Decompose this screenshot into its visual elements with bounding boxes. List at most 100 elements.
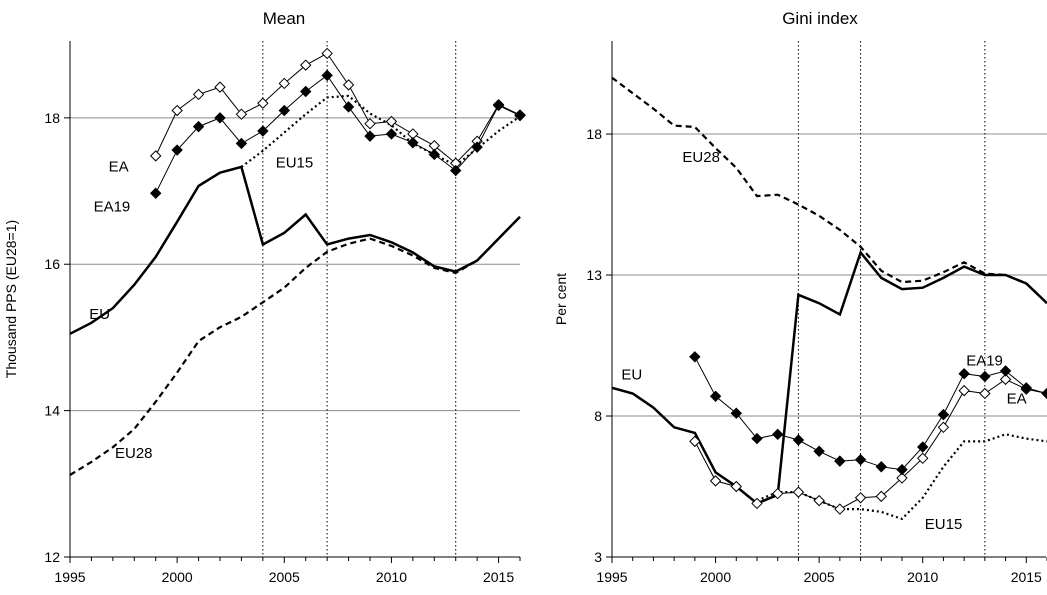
x-tick-label: 2000 <box>162 569 193 585</box>
x-tick-label: 2005 <box>804 569 835 585</box>
data-point-ea19 <box>492 99 505 112</box>
series-line-eu28 <box>69 215 521 476</box>
data-point-ea19 <box>875 461 887 473</box>
data-point-ea <box>751 497 763 510</box>
data-point-ea19 <box>854 454 867 466</box>
x-tick-label: 2015 <box>1011 569 1042 585</box>
data-point-ea <box>257 97 269 109</box>
chart-panel-1: 12 14 16 18 1995 2000 2005 2010 2015 Mean Thousand… <box>3 9 526 585</box>
data-point-ea19 <box>407 137 419 149</box>
data-point-ea19 <box>751 432 763 445</box>
series-label-eu15: EU15 <box>925 516 963 533</box>
data-point-ea <box>235 108 248 120</box>
x-tick-label: 1995 <box>54 569 85 585</box>
series-line-eu28 <box>611 76 1047 304</box>
data-point-ea19 <box>730 407 742 419</box>
series-line-ea <box>694 378 1047 510</box>
data-point-ea19 <box>192 120 205 133</box>
data-point-ea <box>150 150 162 162</box>
x-tick-label: 2010 <box>907 569 938 585</box>
data-point-ea19 <box>514 109 526 122</box>
data-point-ea19 <box>917 441 929 453</box>
series-line-eu <box>611 249 1047 505</box>
data-point-ea <box>278 77 290 90</box>
data-point-ea <box>364 117 376 130</box>
data-point-ea <box>854 492 867 504</box>
data-point-ea <box>730 480 742 493</box>
y-tick-label: 8 <box>594 408 602 424</box>
x-tick-label: 2015 <box>483 569 514 585</box>
data-point-ea <box>979 387 991 400</box>
data-point-ea19 <box>385 128 398 140</box>
x-tick-label: 2010 <box>376 569 407 585</box>
data-point-ea <box>385 115 398 128</box>
data-point-ea <box>321 47 333 60</box>
data-point-ea <box>709 475 722 487</box>
y-tick-label: 3 <box>594 549 602 565</box>
series-line-eu15 <box>240 94 521 168</box>
data-point-ea19 <box>834 455 846 467</box>
data-point-ea19 <box>813 445 825 457</box>
y-tick-label: 16 <box>44 256 60 272</box>
data-point-ea19 <box>364 130 376 142</box>
series-line-ea <box>155 52 521 164</box>
series-label-ea19: EA19 <box>94 199 131 216</box>
data-point-ea19 <box>958 368 970 380</box>
series-line-ea19 <box>155 74 521 194</box>
data-point-ea <box>834 503 846 515</box>
data-point-ea19 <box>428 148 440 161</box>
series-label-eu15: EU15 <box>276 155 314 172</box>
data-point-ea <box>792 486 805 498</box>
chart-title: Gini index <box>782 9 858 28</box>
data-point-ea19 <box>171 144 183 156</box>
data-point-ea19 <box>1041 387 1047 400</box>
y-axis-label: Thousand PPS (EU28=1) <box>3 220 19 378</box>
series-label-ea: EA <box>1007 390 1027 407</box>
series-line-eu <box>69 165 521 335</box>
y-tick-label: 12 <box>44 549 60 565</box>
data-point-ea19 <box>235 137 248 150</box>
series-line-ea19 <box>694 356 1047 471</box>
data-point-ea <box>772 487 784 500</box>
y-tick-label: 14 <box>44 403 60 419</box>
data-point-ea19 <box>709 390 722 402</box>
data-point-ea19 <box>689 351 701 363</box>
data-point-ea19 <box>321 69 333 82</box>
data-point-ea19 <box>772 428 784 441</box>
data-point-ea19 <box>342 101 355 113</box>
series-label-eu: EU <box>89 306 110 323</box>
data-point-ea19 <box>257 125 269 137</box>
data-point-ea <box>689 435 701 448</box>
data-point-ea <box>958 384 970 397</box>
series-label-eu28: EU28 <box>115 445 153 462</box>
chart-title: Mean <box>263 9 306 28</box>
data-point-ea19 <box>1020 382 1032 394</box>
data-point-ea19 <box>278 104 290 117</box>
y-axis-label: Per cent <box>553 273 569 325</box>
data-point-ea <box>300 59 312 71</box>
x-tick-label: 2005 <box>269 569 300 585</box>
y-tick-label: 18 <box>586 126 602 142</box>
data-point-ea19 <box>150 187 162 199</box>
data-point-ea <box>214 81 226 93</box>
data-point-ea19 <box>471 141 483 153</box>
series-label-eu28: EU28 <box>682 149 720 166</box>
data-point-ea19 <box>979 370 991 383</box>
data-point-ea <box>896 472 908 484</box>
chart-panel-2: 3 8 13 18 1995 2000 2005 2010 2015 Gini index Per … <box>553 9 1047 585</box>
data-point-ea19 <box>792 434 805 446</box>
series-label-ea: EA <box>109 158 129 175</box>
data-point-ea19 <box>937 408 950 421</box>
x-tick-label: 2000 <box>700 569 731 585</box>
series-label-ea19: EA19 <box>966 352 1003 369</box>
data-point-ea19 <box>450 164 462 177</box>
data-point-ea19 <box>999 365 1012 377</box>
data-point-ea <box>937 421 950 434</box>
data-point-ea19 <box>896 463 908 476</box>
data-point-ea <box>171 104 183 117</box>
y-tick-label: 13 <box>586 267 602 283</box>
data-point-ea <box>999 373 1012 386</box>
data-point-ea <box>917 452 929 465</box>
data-point-ea <box>813 494 825 507</box>
